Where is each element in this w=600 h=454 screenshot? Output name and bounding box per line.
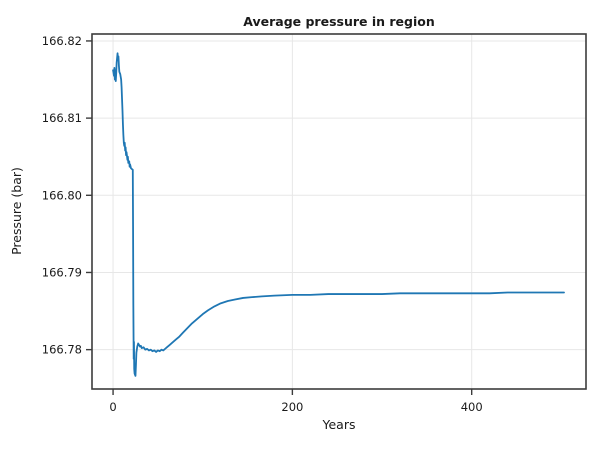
tick-labels: 0 200 400 166.78 166.79 166.80 166.81 166.82: [42, 34, 483, 414]
axes-spines: [91, 33, 587, 390]
average-pressure-line: [112, 52, 565, 377]
gridlines: [92, 34, 586, 389]
x-axis-label: Years: [322, 417, 356, 432]
plot-border: [91, 33, 587, 390]
y-tick-label: 166.78: [42, 343, 82, 357]
x-tick-label: 400: [461, 400, 483, 414]
y-axis-label: Pressure (bar): [9, 167, 24, 255]
y-tick-label: 166.82: [42, 34, 82, 48]
tick-marks: [86, 40, 473, 395]
y-tick-label: 166.79: [42, 265, 82, 279]
chart-title: Average pressure in region: [243, 14, 435, 29]
x-tick-label: 0: [109, 400, 116, 414]
x-tick-label: 200: [281, 400, 303, 414]
y-tick-label: 166.81: [42, 111, 82, 125]
y-tick-label: 166.80: [42, 188, 82, 202]
pressure-line-series: [112, 52, 565, 377]
